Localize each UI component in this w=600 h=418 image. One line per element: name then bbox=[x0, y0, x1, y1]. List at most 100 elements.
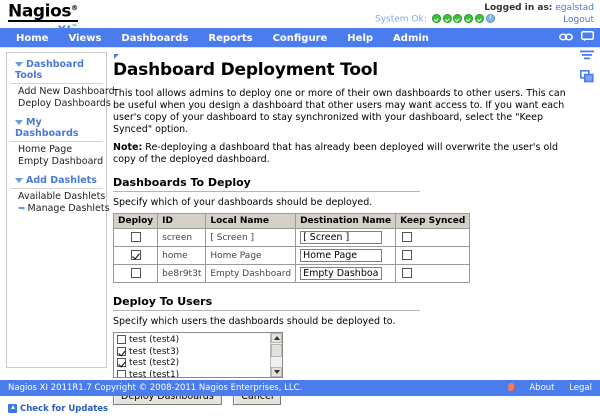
status-dot-ok-icon[interactable] bbox=[475, 14, 485, 23]
note-text: Re-deploying a dashboard that has alread… bbox=[113, 142, 558, 165]
cell-local-name: [ Screen ] bbox=[205, 228, 297, 247]
cell-id: screen bbox=[157, 228, 207, 247]
destination-name-input-home[interactable] bbox=[300, 249, 383, 262]
cell-deploy bbox=[112, 264, 159, 283]
status-dot-ok-icon[interactable] bbox=[442, 14, 452, 23]
logged-in-label: Logged in as: bbox=[484, 3, 553, 13]
nav-item-admin[interactable]: Admin bbox=[393, 33, 429, 44]
list-item[interactable]: test (test1) bbox=[117, 369, 282, 377]
list-item[interactable]: test (test2) bbox=[117, 358, 282, 370]
destination-name-input-screen[interactable] bbox=[300, 231, 383, 244]
cell-keep-synced bbox=[395, 264, 471, 283]
deploy-checkbox-home[interactable] bbox=[130, 250, 141, 261]
check-for-updates-label: Check for Updates bbox=[20, 404, 109, 414]
username-link[interactable]: egalstad bbox=[555, 3, 594, 13]
corner-marker-icon bbox=[114, 54, 119, 59]
nav-item-configure[interactable]: Configure bbox=[272, 33, 328, 44]
intro-paragraph: This tool allows admins to deploy one or… bbox=[113, 88, 566, 135]
cell-id: be8r9t3t bbox=[157, 264, 207, 283]
footer-links: About Legal bbox=[507, 380, 592, 396]
update-icon bbox=[8, 404, 17, 413]
nav-item-help[interactable]: Help bbox=[347, 33, 374, 44]
user-select-list[interactable]: test (test4) test (test3) test (test2) t… bbox=[113, 332, 283, 378]
table-row: home Home Page bbox=[112, 246, 471, 265]
nav-item-dashboards[interactable]: Dashboards bbox=[121, 33, 189, 44]
menu-collapse-icon[interactable] bbox=[580, 50, 594, 65]
status-dot-group[interactable] bbox=[431, 13, 495, 24]
sidebar-section-my-dashboards[interactable]: My Dashboards bbox=[10, 115, 103, 142]
user-checkbox-test4[interactable] bbox=[117, 335, 126, 344]
column-header-destination-name: Destination Name bbox=[295, 213, 397, 229]
about-link[interactable]: About bbox=[529, 383, 555, 393]
scroll-down-arrow-icon[interactable] bbox=[271, 367, 282, 377]
user-checkbox-test2[interactable] bbox=[117, 358, 126, 367]
page-title: Dashboard Deployment Tool bbox=[113, 60, 378, 80]
sidebar-item-available-dashlets[interactable]: Available Dashlets bbox=[18, 191, 106, 202]
nav-item-home[interactable]: Home bbox=[16, 33, 49, 44]
column-header-deploy: Deploy bbox=[112, 213, 159, 229]
deploy-checkbox-empty[interactable] bbox=[130, 268, 141, 279]
sidebar-section-add-dashlets[interactable]: Add Dashlets bbox=[10, 173, 103, 189]
page-footer: Nagios XI 2011R1.7 Copyright © 2008-2011… bbox=[0, 380, 600, 396]
check-for-updates[interactable]: Check for Updates bbox=[8, 404, 108, 414]
cell-deploy bbox=[112, 246, 159, 265]
keep-synced-checkbox-screen[interactable] bbox=[402, 232, 413, 243]
status-dot-info-icon[interactable] bbox=[486, 13, 495, 23]
cell-deploy bbox=[112, 228, 159, 247]
sidebar-spacer bbox=[7, 110, 106, 114]
table-row: be8r9t3t Empty Dashboard bbox=[112, 264, 471, 283]
list-item[interactable]: test (test3) bbox=[117, 346, 282, 359]
list-item[interactable]: test (test4) bbox=[117, 335, 282, 347]
sidebar-item-manage-dashlets[interactable]: ➥ Manage Dashlets bbox=[18, 203, 110, 214]
legal-link[interactable]: Legal bbox=[569, 383, 592, 393]
status-dot-ok-icon[interactable] bbox=[431, 14, 441, 23]
cell-local-name: Home Page bbox=[205, 246, 297, 265]
sidebar-item-deploy-dashboards[interactable]: Deploy Dashboards bbox=[18, 98, 111, 109]
scrollbar-thumb[interactable] bbox=[271, 344, 282, 357]
table-header-row: Deploy ID Local Name Destination Name Ke… bbox=[112, 213, 471, 229]
sidebar-spacer bbox=[7, 168, 106, 172]
system-status: System Ok: bbox=[375, 13, 495, 25]
side-icon-group bbox=[580, 50, 594, 91]
note-paragraph: Note: Re-deploying a dashboard that has … bbox=[113, 142, 568, 166]
user-list-scrollbar[interactable] bbox=[270, 333, 282, 377]
chevron-down-icon bbox=[15, 62, 23, 67]
windows-icon[interactable] bbox=[580, 70, 594, 86]
main-content: Dashboard Deployment Tool This tool allo… bbox=[112, 52, 573, 405]
nav-item-reports[interactable]: Reports bbox=[208, 33, 253, 44]
logout-link[interactable]: Logout bbox=[563, 15, 594, 25]
logged-in-as-row: Logged in as: egalstad bbox=[484, 2, 594, 14]
sidebar: Dashboard Tools Add New Dashboard Deploy… bbox=[6, 52, 115, 368]
keep-synced-checkbox-empty[interactable] bbox=[402, 268, 413, 279]
cell-keep-synced bbox=[395, 246, 471, 265]
nav-item-views[interactable]: Views bbox=[68, 33, 102, 44]
cell-destination-name bbox=[295, 264, 397, 283]
page-header: Nagios® XI™ Logged in as: egalstad Logou… bbox=[0, 0, 600, 35]
sidebar-item-empty-dashboard[interactable]: Empty Dashboard bbox=[18, 156, 104, 167]
nagios-ball-icon bbox=[507, 383, 515, 392]
column-header-local-name: Local Name bbox=[205, 213, 297, 229]
user-checkbox-test3[interactable] bbox=[117, 346, 126, 356]
comment-icon[interactable] bbox=[580, 30, 595, 46]
destination-name-input-empty[interactable] bbox=[300, 267, 383, 280]
sidebar-section-dashboard-tools[interactable]: Dashboard Tools bbox=[10, 57, 103, 84]
sidebar-item-add-new-dashboard[interactable]: Add New Dashboard bbox=[18, 86, 115, 97]
link-icon[interactable] bbox=[558, 32, 573, 46]
deploy-checkbox-screen[interactable] bbox=[130, 232, 141, 243]
nav-divider bbox=[0, 47, 600, 48]
keep-synced-checkbox-home[interactable] bbox=[402, 250, 413, 261]
logo-nagios-text: Nagios® bbox=[8, 1, 78, 22]
user-checkbox-test1[interactable] bbox=[117, 369, 126, 377]
status-dot-ok-icon[interactable] bbox=[464, 14, 474, 23]
logout-row: Logout bbox=[484, 14, 594, 26]
user-label: test (test3) bbox=[129, 346, 180, 357]
column-header-id: ID bbox=[157, 213, 207, 229]
column-header-keep-synced: Keep Synced bbox=[395, 213, 471, 229]
chevron-down-icon bbox=[15, 178, 23, 183]
status-dot-ok-icon[interactable] bbox=[453, 14, 463, 23]
main-navigation: Home Views Dashboards Reports Configure … bbox=[0, 28, 600, 47]
table-body: screen [ Screen ] home Home Page bbox=[112, 228, 471, 283]
scroll-up-arrow-icon[interactable] bbox=[271, 333, 282, 343]
sidebar-item-home-page[interactable]: Home Page bbox=[18, 144, 73, 155]
arrow-right-icon: ➥ bbox=[18, 204, 26, 214]
